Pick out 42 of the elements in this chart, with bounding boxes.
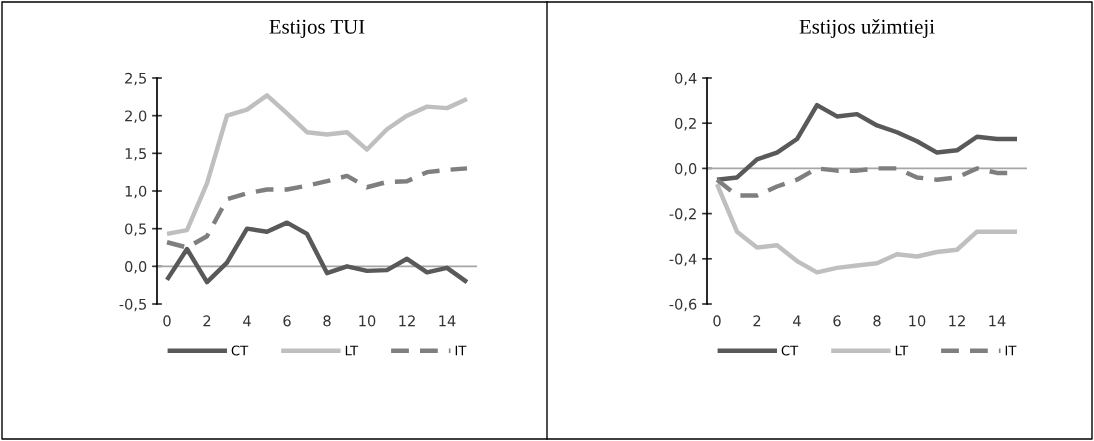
x-tick-label: 10 [909, 315, 926, 327]
y-tick-label: -0,4 [669, 253, 697, 267]
line-series [164, 93, 470, 237]
x-tick-label: 14 [439, 315, 456, 327]
y-tick-label: 2,0 [125, 110, 147, 123]
y-tick-label: -0,2 [669, 208, 696, 221]
y-tick-label: 0,2 [675, 117, 696, 131]
legend-label: LT [345, 345, 359, 356]
y-tick-label: 2,5 [125, 72, 146, 86]
x-tick-label: 8 [323, 315, 331, 327]
legend-label: CT [781, 345, 799, 356]
legend-label: LT [895, 345, 909, 356]
x-tick-label: 10 [359, 315, 376, 327]
x-tick-label: 2 [203, 315, 211, 327]
y-tick-label: 1,0 [125, 185, 147, 199]
x-tick-label: 14 [989, 315, 1006, 327]
x-tick-label: 0 [163, 315, 171, 327]
legend-label: IT [455, 345, 467, 356]
legend-label: CT [231, 345, 249, 356]
y-tick-label: -0,5 [119, 298, 147, 312]
x-tick-label: 2 [753, 315, 761, 327]
line-series [714, 102, 1020, 182]
chart-title: Estijos TUI [269, 19, 365, 38]
x-tick-label: 6 [283, 315, 291, 327]
x-tick-label: 12 [949, 315, 965, 327]
x-tick-label: 4 [793, 315, 801, 327]
y-tick-label: -0,6 [669, 298, 697, 312]
y-tick-label: 1,5 [125, 148, 146, 161]
x-tick-label: 6 [833, 315, 841, 327]
chart-title: Estijos užimtieji [799, 19, 935, 38]
y-tick-label: 0,4 [675, 72, 697, 86]
legend-label: IT [1005, 345, 1017, 356]
y-tick-label: 0,0 [125, 261, 147, 274]
line-series [714, 182, 1020, 275]
x-tick-label: 0 [713, 315, 721, 327]
line-series [164, 220, 470, 285]
line-series [164, 166, 470, 250]
y-tick-label: 0,5 [125, 223, 146, 236]
x-tick-label: 8 [873, 315, 881, 327]
x-tick-label: 4 [243, 315, 251, 327]
y-tick-label: 0,0 [675, 163, 697, 176]
x-tick-label: 12 [399, 315, 415, 327]
